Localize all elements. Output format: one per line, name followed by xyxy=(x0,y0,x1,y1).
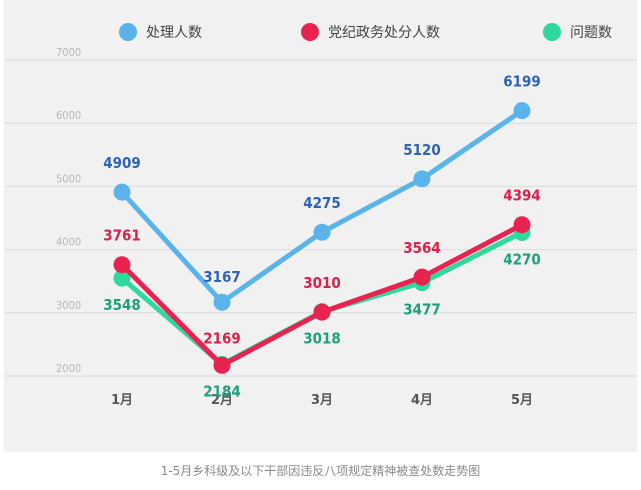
x-tick-label: 2月 xyxy=(211,393,233,408)
data-point xyxy=(113,183,131,201)
data-label: 4270 xyxy=(503,251,541,269)
data-label: 3564 xyxy=(403,239,441,257)
data-label: 3010 xyxy=(303,274,341,292)
legend-marker xyxy=(301,23,319,41)
data-point xyxy=(413,268,431,286)
x-tick-label: 1月 xyxy=(111,393,133,408)
data-label: 6199 xyxy=(503,73,541,91)
data-label: 3167 xyxy=(203,268,241,286)
x-tick-label: 5月 xyxy=(511,393,533,408)
data-point xyxy=(313,223,331,241)
data-point xyxy=(413,170,431,188)
data-label: 4909 xyxy=(103,154,141,172)
y-tick-label: 7000 xyxy=(56,46,81,59)
line-chart: 7000 6000 5000 4000 3000 2000 1月 2月 3月 4月 5月 处理人数 党纪… xyxy=(4,23,637,408)
legend-label: 处理人数 xyxy=(146,25,202,41)
data-label: 3018 xyxy=(303,330,341,348)
x-tick-label: 4月 xyxy=(411,393,433,408)
data-point xyxy=(213,356,231,374)
legend-label: 问题数 xyxy=(570,25,612,41)
y-tick-label: 4000 xyxy=(56,236,81,249)
data-point xyxy=(113,269,131,287)
y-tick-label: 5000 xyxy=(56,172,81,185)
y-tick-label: 2000 xyxy=(56,362,81,375)
data-label: 3477 xyxy=(403,301,441,319)
data-point xyxy=(513,102,531,120)
data-label: 4275 xyxy=(303,194,341,212)
data-label: 4394 xyxy=(503,187,541,205)
data-label: 3548 xyxy=(103,296,141,314)
y-tick-label: 6000 xyxy=(56,109,81,122)
data-point xyxy=(513,216,531,234)
legend-marker xyxy=(543,23,561,41)
legend-label: 党纪政务处分人数 xyxy=(328,25,440,41)
chart-panel: 7000 6000 5000 4000 3000 2000 1月 2月 3月 4月 5月 处理人数 党纪… xyxy=(4,0,637,452)
x-tick-label: 3月 xyxy=(311,393,333,408)
data-label: 2169 xyxy=(203,329,241,347)
data-label: 2184 xyxy=(203,382,241,400)
y-tick-label: 3000 xyxy=(56,299,81,312)
data-label: 5120 xyxy=(403,141,441,159)
legend-marker xyxy=(119,23,137,41)
data-point xyxy=(313,303,331,321)
data-point xyxy=(113,256,131,274)
data-point xyxy=(213,293,231,311)
chart-caption: 1-5月乡科级及以下干部因违反八项规定精神被查处数走势图 xyxy=(160,464,481,478)
data-label: 3761 xyxy=(103,227,141,245)
